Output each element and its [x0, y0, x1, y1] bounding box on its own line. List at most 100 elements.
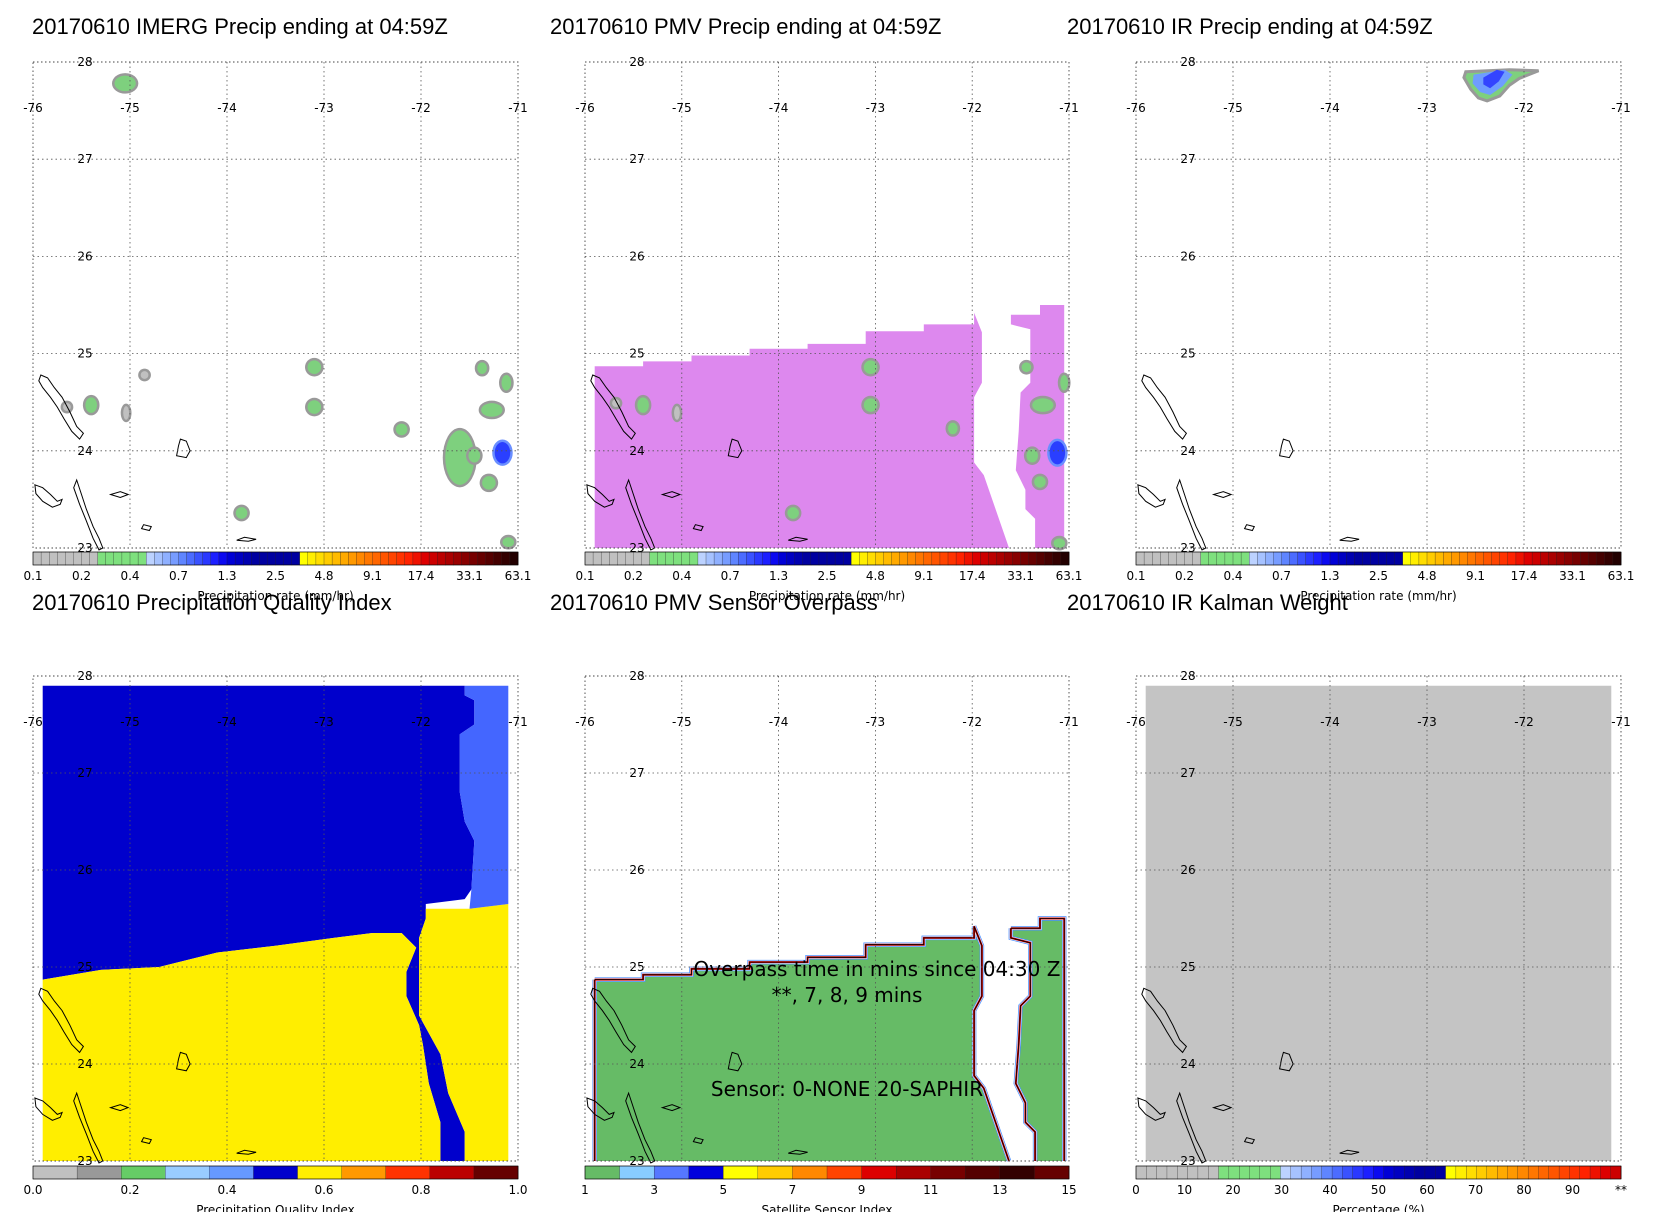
- colorbar-swatch: [689, 551, 699, 566]
- colorbar-swatch: [76, 1165, 122, 1180]
- colorbar-swatch: [584, 551, 594, 566]
- colorbar-swatch: [32, 551, 42, 566]
- colorbar-swatch: [1378, 551, 1388, 566]
- colorbar-swatch: [609, 551, 618, 566]
- colorbar-swatch: [428, 551, 438, 566]
- plot-frame: [584, 61, 1070, 549]
- colorbar-tick-label: 4.8: [314, 569, 333, 583]
- colorbar-swatch: [923, 551, 933, 566]
- coastline: [1243, 524, 1256, 532]
- colorbar-tick-label: 33.1: [1007, 569, 1034, 583]
- colorbar-swatch: [875, 551, 884, 566]
- coastline: [660, 491, 682, 499]
- lat-tick-label: 24: [629, 444, 644, 458]
- colorbar-swatch: [348, 551, 357, 566]
- coastline: [1176, 1091, 1207, 1164]
- lon-tick-label: -76: [23, 715, 43, 729]
- coastline: [590, 374, 636, 440]
- coastline: [590, 987, 636, 1054]
- coastline: [34, 1097, 63, 1121]
- colorbar-tick-label: 5: [719, 1183, 727, 1197]
- colorbar-swatch: [1414, 1165, 1426, 1180]
- lon-tick-label: -73: [314, 715, 334, 729]
- colorbar-swatch: [1289, 551, 1299, 566]
- colorbar-swatch: [113, 551, 123, 566]
- lon-tick-label: -76: [575, 715, 595, 729]
- data-region: [594, 926, 1009, 1161]
- colorbar-swatch: [1402, 551, 1412, 566]
- colorbar-swatch: [746, 551, 755, 566]
- colorbar-tick-label: 33.1: [456, 569, 483, 583]
- data-region: [42, 685, 475, 1161]
- colorbar-swatch: [1394, 551, 1404, 566]
- colorbar-swatch: [1569, 1165, 1581, 1180]
- precip-cell: [140, 371, 149, 379]
- coastline: [34, 484, 63, 508]
- colorbar-swatch: [1558, 1165, 1570, 1180]
- colorbar-swatch: [1280, 1165, 1292, 1180]
- colorbar-label: Precipitation rate (mm/hr): [749, 589, 905, 603]
- colorbar-swatch: [810, 551, 820, 566]
- colorbar-swatch: [1321, 1165, 1333, 1180]
- colorbar-label: Precipitation rate (mm/hr): [1300, 589, 1456, 603]
- colorbar-swatch: [1342, 1165, 1354, 1180]
- colorbar-label: Precipitation rate (mm/hr): [197, 589, 353, 603]
- lon-tick-label: -73: [1417, 715, 1437, 729]
- colorbar-swatch: [1467, 551, 1476, 566]
- colorbar-swatch: [1483, 551, 1493, 566]
- lat-tick-label: 26: [629, 249, 644, 263]
- colorbar-swatch: [437, 551, 446, 566]
- colorbar-swatch: [1224, 551, 1234, 566]
- colorbar-swatch: [1373, 1165, 1385, 1180]
- coastline: [1279, 438, 1294, 459]
- panel-6: -76 -75 -74 -73 -72 -71 28 27 26 25 24 23 0 10 20 30 40 5…: [1126, 669, 1631, 1212]
- coastline: [73, 1091, 104, 1164]
- colorbar-swatch: [1588, 551, 1598, 566]
- colorbar-swatch: [32, 1165, 78, 1180]
- coastline: [1137, 484, 1166, 508]
- precip-cell: [1034, 476, 1046, 488]
- data-region: [594, 312, 1009, 548]
- coastline: [692, 524, 704, 532]
- colorbar-tick-label: 4.8: [866, 569, 885, 583]
- lat-tick-label: 24: [1180, 444, 1195, 458]
- panel-2: -76 -75 -74 -73 -72 -71 28 27 26 25 24 23 0.1 0.2 0.4 0…: [575, 55, 1082, 603]
- lon-tick-label: -73: [314, 101, 334, 115]
- colorbar-swatch: [713, 551, 723, 566]
- coastline: [73, 478, 104, 551]
- colorbar-swatch: [445, 551, 454, 566]
- plot-frame: [32, 675, 519, 1162]
- lon-tick-label: -73: [866, 715, 886, 729]
- colorbar-swatch: [883, 551, 892, 566]
- colorbar-swatch: [412, 551, 422, 566]
- colorbar-swatch: [1239, 1165, 1250, 1180]
- colorbar-swatch: [165, 1165, 210, 1180]
- colorbar-tick-label: 60: [1419, 1183, 1434, 1197]
- colorbar-swatch: [1249, 551, 1258, 566]
- lat-tick-label: 25: [1180, 960, 1195, 974]
- colorbar-tick-label: 0.7: [721, 569, 740, 583]
- panel-title-kalman-weight: 20170610 IR Kalman Weight: [1067, 590, 1348, 615]
- panel-title-ir-precip: 20170610 IR Precip ending at 04:59Z: [1067, 14, 1433, 39]
- colorbar-swatch: [1012, 551, 1022, 566]
- lat-tick-label: 24: [77, 444, 92, 458]
- coastline: [788, 536, 808, 542]
- colorbar-swatch: [697, 551, 707, 566]
- colorbar-swatch: [1352, 1165, 1364, 1180]
- colorbar-swatch: [1036, 551, 1046, 566]
- colorbar-swatch: [1580, 551, 1590, 566]
- colorbar-swatch: [963, 551, 973, 566]
- coastline: [108, 1104, 130, 1112]
- colorbar-swatch: [1331, 1165, 1343, 1180]
- data-region: [1483, 69, 1505, 89]
- lon-tick-label: -74: [769, 715, 789, 729]
- colorbar-swatch: [1459, 551, 1468, 566]
- colorbar-swatch: [1491, 551, 1501, 566]
- coastline: [1176, 478, 1207, 551]
- coastline: [38, 987, 85, 1054]
- lon-tick-label: -75: [672, 101, 692, 115]
- colorbar-tick-label: 0.2: [120, 1183, 139, 1197]
- colorbar-swatch: [1589, 1165, 1601, 1180]
- colorbar-swatch: [1176, 551, 1185, 566]
